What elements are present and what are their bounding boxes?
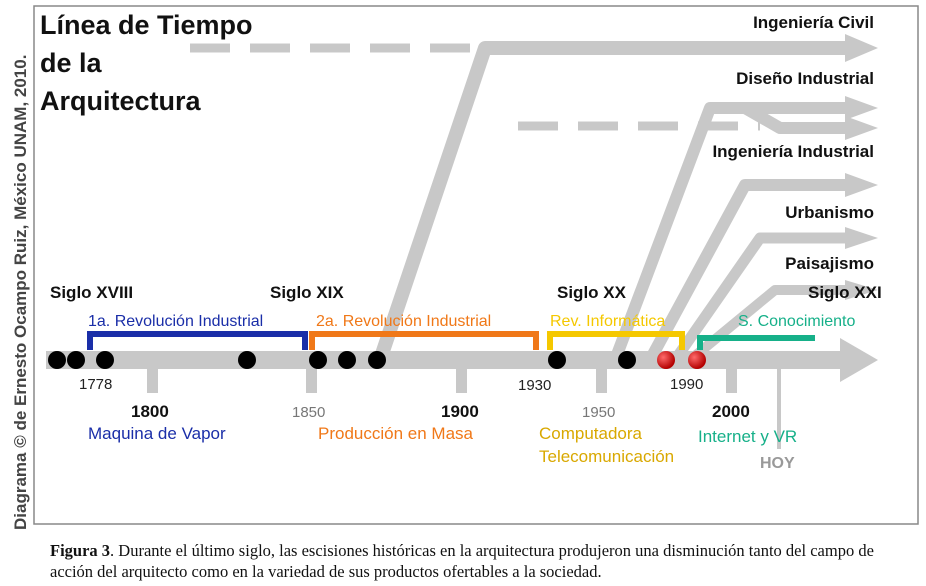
- milestone-computadora: Computadora: [539, 424, 643, 443]
- diagram-title: Línea de Tiempo de la Arquitectura: [40, 10, 253, 116]
- century-label-xviii: Siglo XVIII: [50, 283, 133, 302]
- tick-1950: [596, 369, 607, 393]
- today-label: HOY: [760, 455, 795, 472]
- milestone-maquina-de-vapor: Maquina de Vapor: [88, 424, 226, 443]
- bracket-s-conocimiento: [697, 335, 815, 350]
- tick-hoy: [777, 369, 781, 449]
- credit-text: Diagrama © de Ernesto Ocampo Ruiz, Méxic…: [11, 55, 30, 530]
- small-year-labels: 1778 1850 1930 1950 1990: [79, 376, 703, 421]
- big-year-labels: 1800 1900 2000: [131, 402, 750, 421]
- event-dot: [67, 351, 85, 369]
- period-label-2a-revolucion: 2a. Revolución Industrial: [316, 313, 491, 330]
- year-label-1950: 1950: [582, 404, 615, 421]
- branch-label-urbanismo: Urbanismo: [785, 203, 874, 222]
- branch-line-urbanismo: [670, 232, 850, 364]
- period-label-1a-revolucion: 1a. Revolución Industrial: [88, 313, 263, 330]
- bracket-2a-revolucion: [309, 331, 539, 350]
- century-label-xxi: Siglo XXI: [808, 283, 882, 302]
- title-line-3: Arquitectura: [40, 86, 202, 116]
- event-dot: [618, 351, 636, 369]
- arrowhead-paisajismo: [845, 280, 878, 300]
- event-dot: [368, 351, 386, 369]
- event-dot: [309, 351, 327, 369]
- event-dot: [548, 351, 566, 369]
- year-label-1930: 1930: [518, 377, 551, 394]
- branch-label-paisajismo: Paisajismo: [785, 254, 874, 273]
- timeline-bar: [46, 351, 846, 369]
- period-label-s-conocimiento: S. Conocimiento: [738, 313, 855, 330]
- branch-arrowheads: [845, 34, 878, 300]
- year-label-2000: 2000: [712, 402, 750, 421]
- title-line-2: de la: [40, 48, 103, 78]
- period-labels: 1a. Revolución Industrial 2a. Revolución…: [88, 313, 855, 330]
- title-line-1: Línea de Tiempo: [40, 10, 253, 40]
- century-label-xix: Siglo XIX: [270, 283, 344, 302]
- century-label-xx: Siglo XX: [557, 283, 627, 302]
- timeline-arrowhead: [840, 338, 878, 382]
- year-label-1778: 1778: [79, 376, 112, 393]
- milestone-internet-y-vr: Internet y VR: [698, 427, 797, 446]
- branch-label-ingenieria-civil: Ingeniería Civil: [753, 13, 874, 32]
- branch-line-ingenieria-civil: [373, 41, 850, 363]
- figure-caption-label: Figura 3: [50, 541, 111, 560]
- bracket-rev-informatica: [547, 331, 685, 350]
- period-brackets: [87, 331, 815, 350]
- event-dot: [238, 351, 256, 369]
- branch-lines: [373, 41, 850, 364]
- branch-line-ingenieria-industrial: [644, 179, 850, 363]
- arrowhead-urbanismo: [845, 227, 878, 249]
- recent-event-dot: [688, 351, 706, 369]
- tick-1900: [456, 369, 467, 393]
- milestone-labels: Maquina de Vapor Producción en Masa Comp…: [88, 424, 797, 466]
- tick-2000: [726, 369, 737, 393]
- figure-caption-text: . Durante el último siglo, las escisione…: [50, 541, 874, 581]
- branch-label-diseno-industrial: Diseño Industrial: [736, 69, 874, 88]
- year-label-1990: 1990: [670, 376, 703, 393]
- event-dot: [48, 351, 66, 369]
- branch-dashes: [190, 43, 760, 131]
- century-labels: Siglo XVIII Siglo XIX Siglo XX Siglo XXI: [50, 283, 882, 302]
- arrowhead-ingenieria-civil: [845, 34, 878, 62]
- arrowhead-diseno-industrial-b: [845, 116, 878, 140]
- year-label-1850: 1850: [292, 404, 325, 421]
- tick-1800: [147, 369, 158, 393]
- timeline-ticks: [147, 369, 781, 449]
- year-label-1900: 1900: [441, 402, 479, 421]
- bracket-1a-revolucion: [87, 331, 308, 350]
- event-dot: [96, 351, 114, 369]
- branch-label-ingenieria-industrial: Ingeniería Industrial: [712, 142, 874, 161]
- event-dot: [338, 351, 356, 369]
- figure-caption: Figura 3. Durante el último siglo, las e…: [50, 540, 910, 582]
- year-label-1800: 1800: [131, 402, 169, 421]
- milestone-telecomunicacion: Telecomunicación: [539, 447, 674, 466]
- period-label-rev-informatica: Rev. Informática: [550, 313, 665, 330]
- arrowhead-diseno-industrial-a: [845, 96, 878, 120]
- event-dots: [48, 351, 706, 369]
- milestone-produccion-en-masa: Producción en Masa: [318, 424, 474, 443]
- tick-1850: [306, 369, 317, 393]
- recent-event-dot: [657, 351, 675, 369]
- branch-labels: Ingeniería Civil Diseño Industrial Ingen…: [712, 13, 874, 273]
- arrowhead-ingenieria-industrial: [845, 173, 878, 197]
